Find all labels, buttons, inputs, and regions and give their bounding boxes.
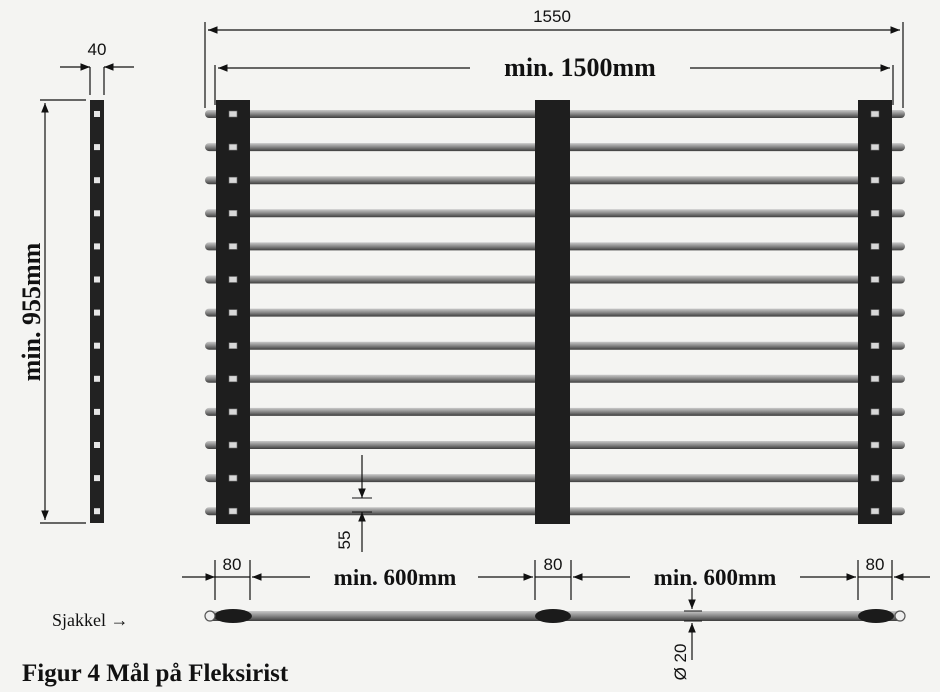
shackle-right xyxy=(894,610,906,622)
front-view: 80 80 80 min. 600mm min. 600mm Ø 20 xyxy=(182,555,930,680)
beam-bolt xyxy=(228,309,238,316)
beam-bolt xyxy=(870,243,880,250)
beam-bolt xyxy=(870,507,880,515)
beam-bolt xyxy=(870,210,880,217)
beam-bolt xyxy=(228,342,238,350)
beam-bolt xyxy=(228,441,238,449)
beam-width-mid-label: 80 xyxy=(544,555,563,574)
shackle-label: Sjakkel → xyxy=(52,610,129,630)
side-bolt xyxy=(94,276,100,283)
side-bolt xyxy=(94,442,100,448)
front-beam-right xyxy=(858,609,894,623)
bar-diameter-label: Ø 20 xyxy=(671,644,690,681)
beam-bolt xyxy=(870,342,880,350)
beam-bolt xyxy=(870,375,880,383)
beam-middle xyxy=(535,100,570,524)
side-bolt xyxy=(94,309,100,316)
beam-bolt xyxy=(870,408,880,416)
side-bolt xyxy=(94,144,100,151)
side-bolt xyxy=(94,111,100,117)
side-profile-bolts xyxy=(94,111,100,515)
side-bolt xyxy=(94,177,100,184)
beam-bolt xyxy=(870,309,880,316)
beam-width-left-label: 80 xyxy=(223,555,242,574)
beam-bolt xyxy=(228,243,238,250)
side-width-label: 40 xyxy=(88,40,107,59)
side-bolt xyxy=(94,342,100,349)
beam-bolt xyxy=(228,474,238,482)
span-right-label: min. 600mm xyxy=(654,565,777,590)
side-bolt xyxy=(94,508,100,515)
beam-bolt xyxy=(870,143,880,151)
beam-bolt xyxy=(228,110,238,118)
top-view: 1550 min. 1500mm 55 xyxy=(204,7,905,552)
side-bolt xyxy=(94,475,100,482)
beam-bolt xyxy=(228,507,238,515)
overall-width-label: 1550 xyxy=(533,7,571,26)
beam-bolt xyxy=(228,210,238,217)
beam-bolts xyxy=(228,110,880,515)
side-view: 40 min. 955mm xyxy=(17,40,134,524)
beam-bolt xyxy=(870,441,880,449)
beam-width-right-label: 80 xyxy=(866,555,885,574)
span-left-label: min. 600mm xyxy=(334,565,457,590)
front-beam-left xyxy=(214,609,252,623)
beam-bolt xyxy=(228,143,238,151)
beam-bolt xyxy=(228,276,238,283)
beam-bolt xyxy=(228,375,238,383)
beam-bolt xyxy=(228,176,238,184)
side-bolt xyxy=(94,375,100,382)
beam-bolt xyxy=(870,276,880,283)
min-width-label: min. 1500mm xyxy=(504,53,656,82)
shackle-left xyxy=(204,610,216,622)
side-bolt xyxy=(94,210,100,217)
front-beam-middle xyxy=(535,609,571,623)
beam-bolt xyxy=(870,176,880,184)
figure-caption: Figur 4 Mål på Fleksirist xyxy=(22,660,289,687)
side-bolt xyxy=(94,408,100,415)
beam-bolt xyxy=(870,474,880,482)
beam-bolt xyxy=(228,408,238,416)
side-bolt xyxy=(94,243,100,250)
beam-bolt xyxy=(870,110,880,118)
bar-spacing-label: 55 xyxy=(335,531,354,550)
min-height-label: min. 955mm xyxy=(17,242,46,381)
